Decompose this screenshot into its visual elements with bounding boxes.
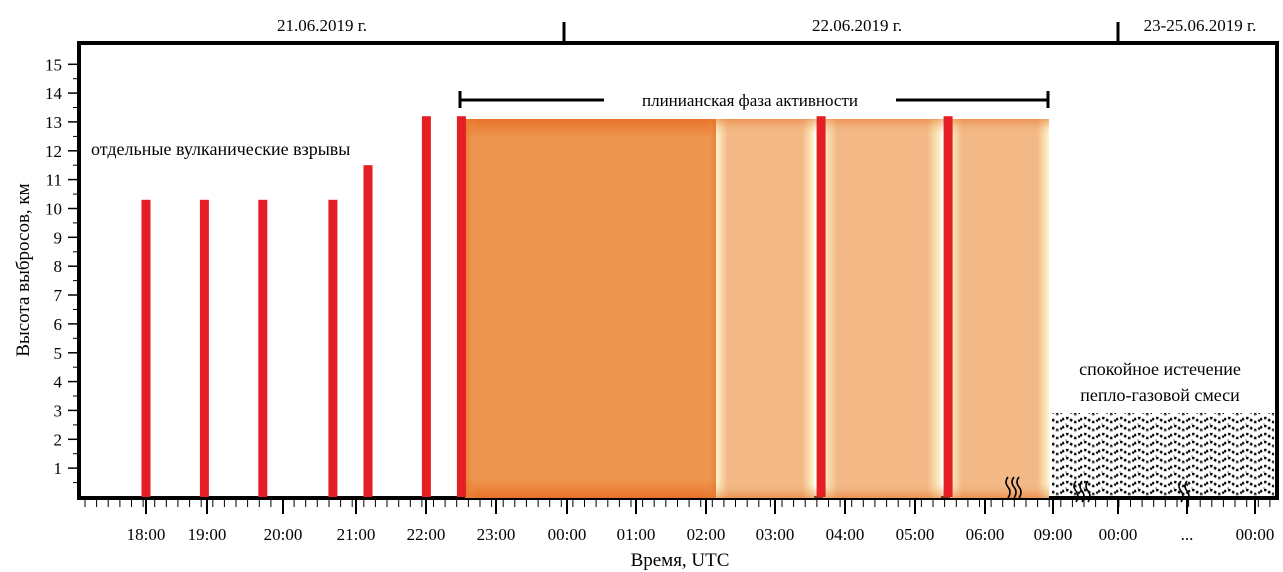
y-tick-label: 9 bbox=[54, 228, 63, 247]
y-tick-label: 3 bbox=[54, 401, 63, 420]
y-tick-label: 2 bbox=[54, 430, 63, 449]
plinian-dark-block-edge bbox=[465, 119, 716, 498]
x-tick-label: 23:00 bbox=[477, 525, 516, 544]
explosion-bar bbox=[141, 199, 151, 498]
x-tick-label: 00:00 bbox=[1236, 525, 1275, 544]
x-tick-label: 00:00 bbox=[548, 525, 587, 544]
y-tick-label: 11 bbox=[46, 171, 62, 190]
explosion-bar bbox=[199, 199, 209, 498]
explosions-annotation: отдельные вулканические взрывы bbox=[91, 139, 350, 159]
x-tick-label: 04:00 bbox=[826, 525, 865, 544]
x-tick-label: 00:00 bbox=[1099, 525, 1138, 544]
explosion-bar bbox=[328, 199, 338, 498]
x-tick-label: 02:00 bbox=[687, 525, 726, 544]
explosion-bar bbox=[816, 116, 826, 497]
date-label: 21.06.2019 г. bbox=[277, 16, 367, 35]
y-tick-label: 4 bbox=[54, 373, 63, 392]
date-label: 23-25.06.2019 г. bbox=[1144, 16, 1257, 35]
plinian-phase-label: плинианская фаза активности bbox=[642, 91, 858, 110]
y-tick-label: 13 bbox=[45, 113, 62, 132]
quiet-emission-region bbox=[1052, 413, 1274, 496]
y-tick-label: 10 bbox=[45, 200, 62, 219]
x-tick-label: 20:00 bbox=[264, 525, 303, 544]
x-tick-label: 09:00 bbox=[1034, 525, 1073, 544]
x-tick-label: ... bbox=[1181, 525, 1194, 544]
date-label: 22.06.2019 г. bbox=[812, 16, 902, 35]
y-tick-label: 8 bbox=[54, 257, 63, 276]
x-tick-label: 03:00 bbox=[756, 525, 795, 544]
y-tick-label: 5 bbox=[54, 344, 63, 363]
explosion-bar bbox=[421, 116, 431, 497]
x-tick-label: 21:00 bbox=[337, 525, 376, 544]
plinian-light-block-edge bbox=[716, 119, 1049, 498]
x-tick-label: 01:00 bbox=[617, 525, 656, 544]
y-tick-label: 15 bbox=[45, 55, 62, 74]
explosion-bar bbox=[258, 199, 268, 498]
x-axis-title: Время, UTC bbox=[631, 550, 730, 571]
explosion-bar bbox=[943, 116, 953, 497]
y-axis-title: Высота выбросов, км bbox=[13, 183, 34, 356]
x-tick-label: 19:00 bbox=[188, 525, 227, 544]
x-tick-label: 05:00 bbox=[896, 525, 935, 544]
explosion-bar bbox=[456, 116, 466, 497]
plinian-phase-region bbox=[465, 119, 1049, 498]
axis-break-marks bbox=[1005, 476, 1190, 503]
explosion-bars bbox=[141, 116, 953, 498]
quiet-emission-annotation: пепло-газовой смеси bbox=[1080, 385, 1240, 405]
x-tick-label: 22:00 bbox=[407, 525, 446, 544]
y-tick-label: 1 bbox=[54, 459, 63, 478]
y-tick-label: 6 bbox=[54, 315, 63, 334]
quiet-emission-annotation: спокойное истечение bbox=[1079, 359, 1241, 379]
y-tick-label: 14 bbox=[45, 84, 63, 103]
x-axis: 18:00 19:00 20:00 21:00 22:00 23:00 00:00 01:00… bbox=[84, 498, 1275, 544]
x-tick-label: 06:00 bbox=[966, 525, 1005, 544]
x-tick-label: 18:00 bbox=[127, 525, 166, 544]
plinian-phase-bracket bbox=[458, 91, 1050, 108]
y-tick-label: 7 bbox=[54, 286, 63, 305]
explosion-bar bbox=[363, 165, 373, 497]
y-tick-label: 12 bbox=[45, 142, 62, 161]
